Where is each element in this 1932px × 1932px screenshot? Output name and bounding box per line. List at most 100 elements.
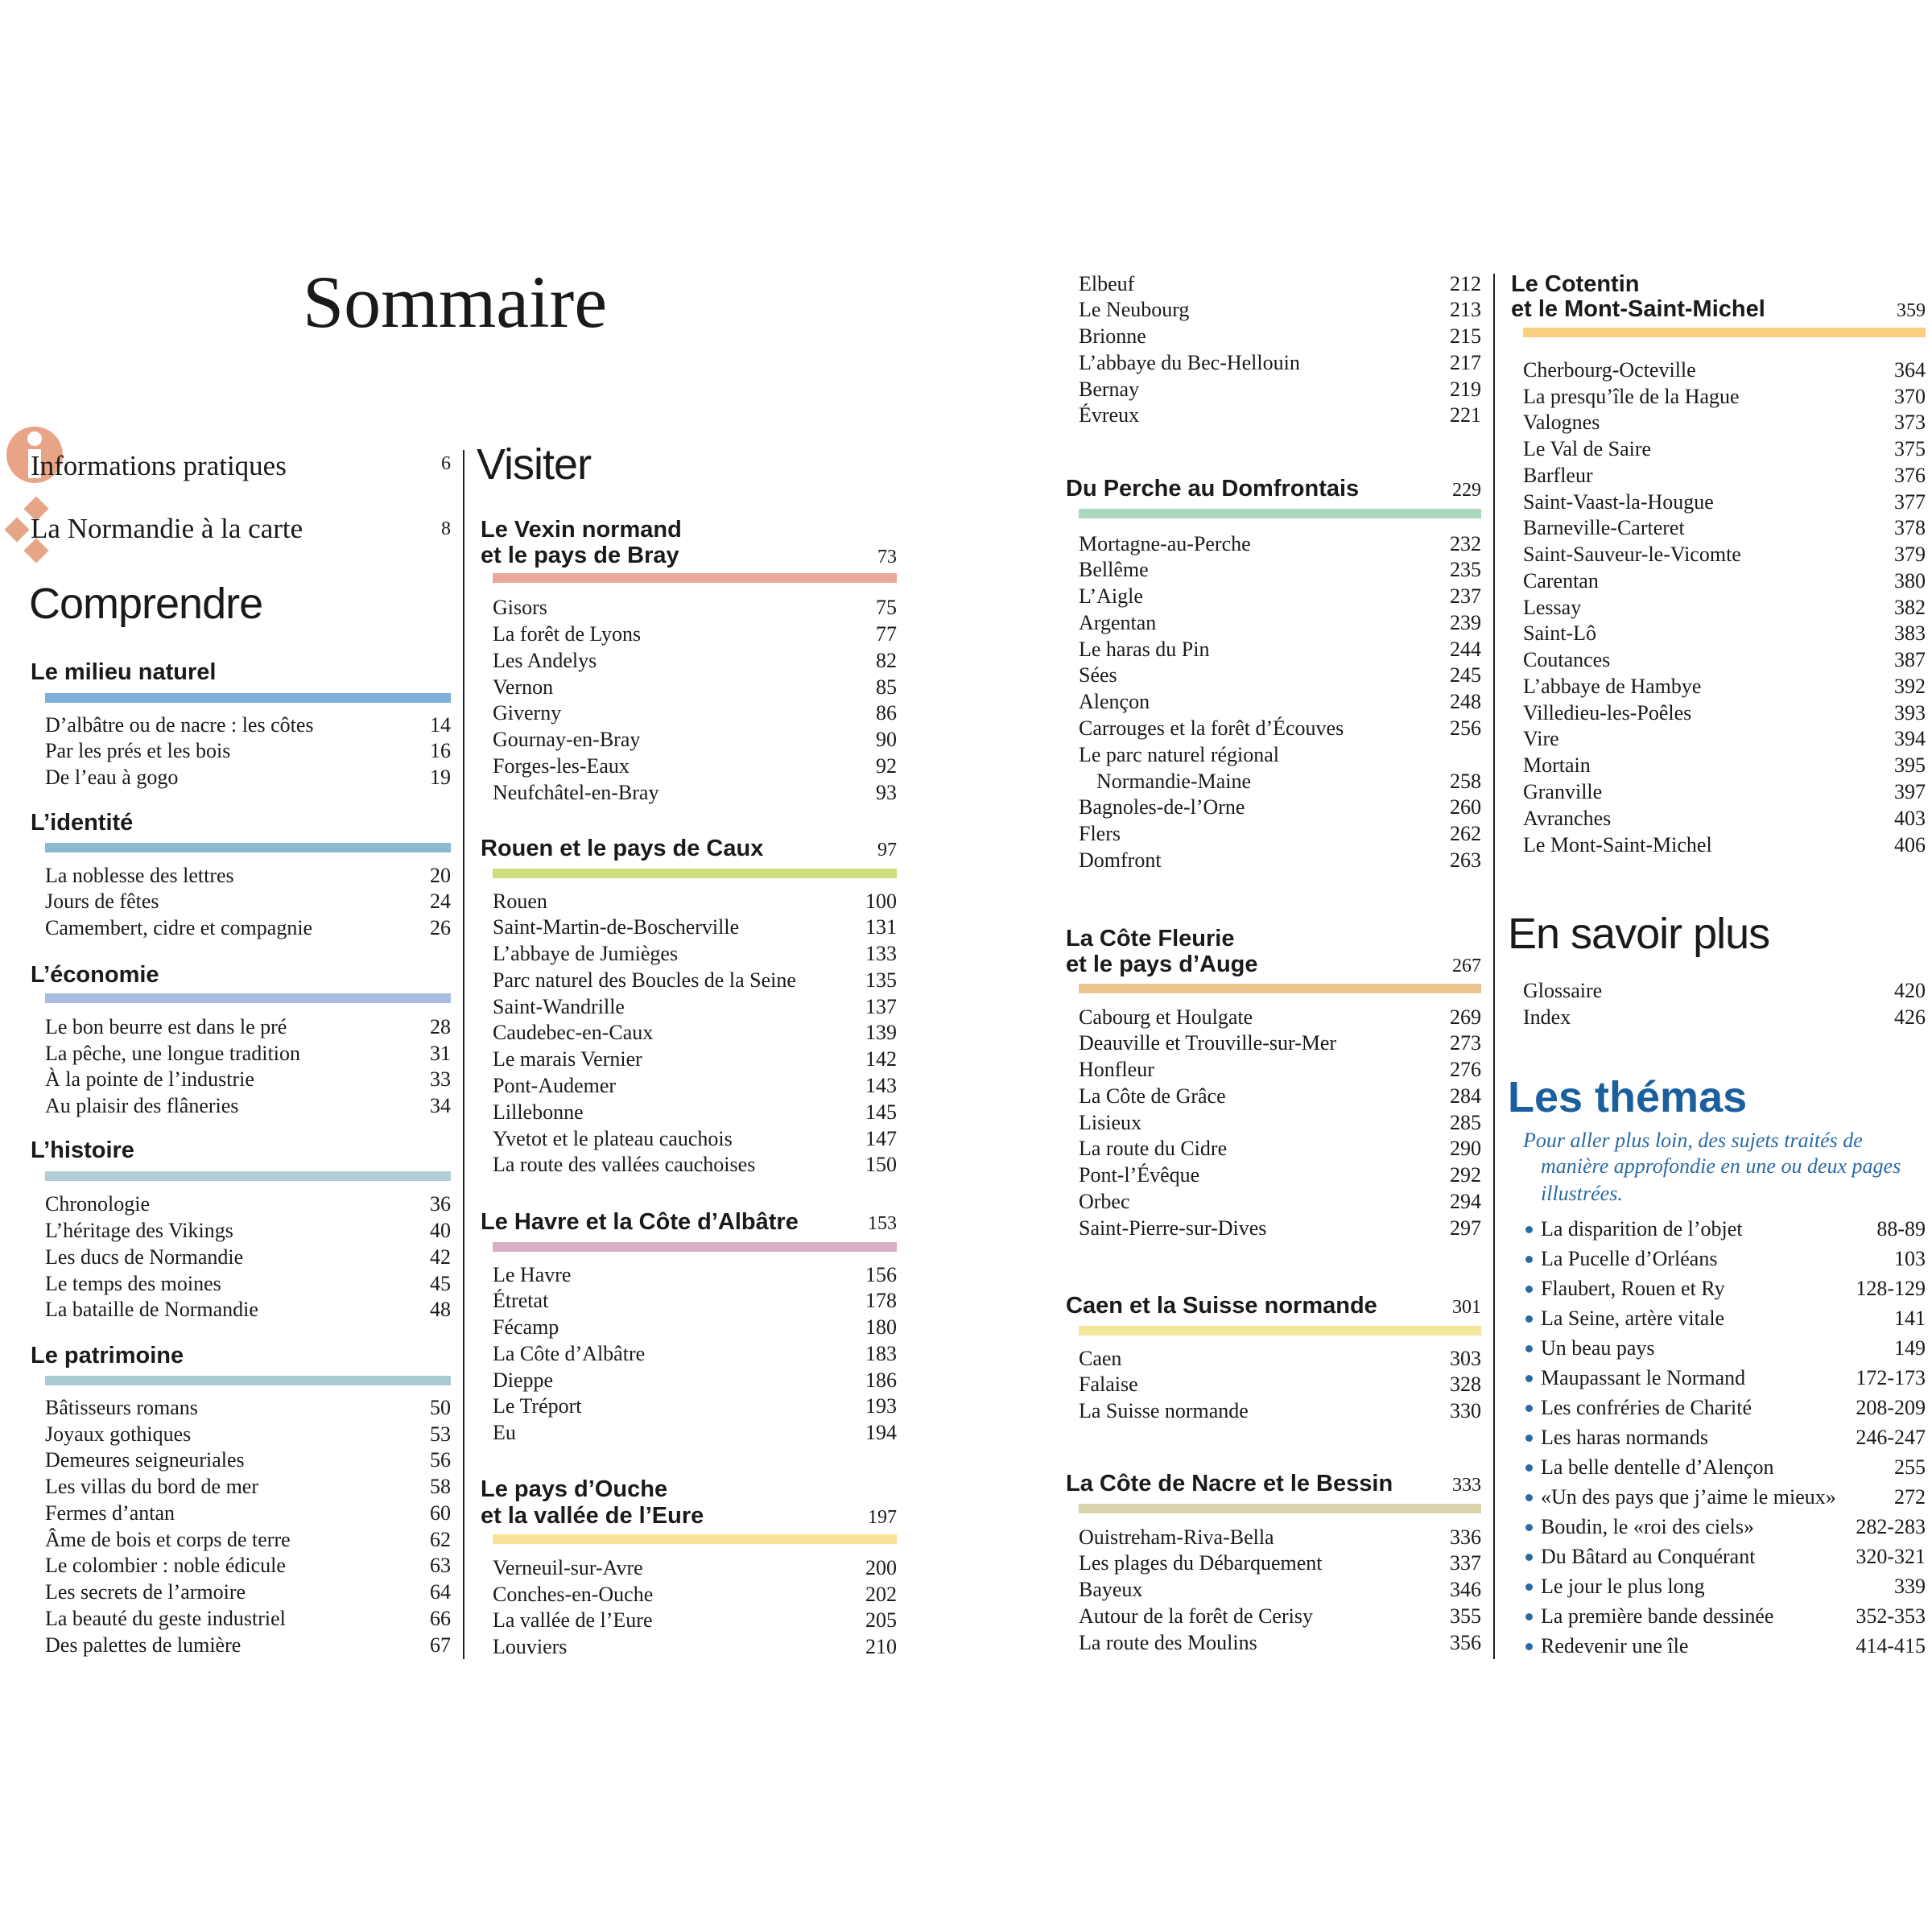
toc-entry[interactable]: Flers — [1079, 822, 1121, 846]
toc-entry[interactable]: Eu — [493, 1421, 516, 1445]
section-heading-vexin[interactable]: Le Vexin normand — [481, 516, 682, 543]
toc-entry[interactable]: Le Val de Saire — [1523, 437, 1652, 461]
section-heading-cotentin[interactable]: Le Cotentin — [1511, 271, 1640, 298]
toc-entry[interactable]: Le parc naturel régional — [1079, 742, 1280, 766]
section-heading-cote-fleurie[interactable]: et le pays d’Auge — [1066, 952, 1258, 978]
toc-entry[interactable]: Avranches — [1523, 806, 1612, 830]
section-heading-le-havre[interactable]: Le Havre et la Côte d’Albâtre — [481, 1209, 799, 1236]
toc-entry[interactable]: Argentan — [1079, 610, 1157, 634]
toc-entry[interactable]: Elbeuf — [1079, 271, 1135, 295]
toc-entry[interactable]: Les Andelys — [493, 648, 597, 672]
toc-entry[interactable]: Les ducs de Normandie — [45, 1245, 244, 1269]
toc-entry[interactable]: Barfleur — [1523, 463, 1593, 487]
toc-entry[interactable]: La bataille de Normandie — [45, 1298, 258, 1322]
thema-entry[interactable]: Du Bâtard au Conquérant — [1541, 1544, 1756, 1568]
toc-entry[interactable]: Bagnoles-de-l’Orne — [1079, 795, 1245, 819]
toc-entry[interactable]: Les plages du Débarquement — [1079, 1551, 1323, 1575]
toc-entry[interactable]: Barneville-Carteret — [1523, 516, 1685, 540]
toc-entry[interactable]: Lessay — [1523, 595, 1582, 619]
toc-entry[interactable]: Saint-Wandrille — [493, 994, 625, 1018]
toc-entry[interactable]: Bâtisseurs romans — [45, 1395, 198, 1419]
toc-entry[interactable]: Pont-Audemer — [493, 1074, 617, 1097]
toc-entry[interactable]: Par les prés et les bois — [45, 739, 231, 763]
toc-entry[interactable]: Le temps des moines — [45, 1271, 221, 1295]
toc-entry[interactable]: L’héritage des Vikings — [45, 1219, 233, 1243]
thema-entry[interactable]: Un beau pays — [1541, 1335, 1655, 1360]
toc-entry[interactable]: Pont-l’Évêque — [1079, 1163, 1200, 1187]
toc-entry[interactable]: Les secrets de l’armoire — [45, 1580, 246, 1604]
toc-entry[interactable]: Villedieu-les-Poêles — [1523, 700, 1692, 724]
toc-entry[interactable]: La vallée de l’Eure — [493, 1608, 653, 1633]
toc-entry[interactable]: Honfleur — [1079, 1058, 1154, 1082]
section-heading-perche[interactable]: Du Perche au Domfrontais — [1066, 476, 1360, 502]
toc-entry[interactable]: La pêche, une longue tradition — [45, 1041, 300, 1065]
toc-entry[interactable]: Autour de la forêt de Cerisy — [1079, 1604, 1313, 1628]
toc-entry[interactable]: Brionne — [1079, 324, 1146, 349]
toc-entry[interactable]: À la pointe de l’industrie — [45, 1067, 254, 1092]
toc-entry[interactable]: La presqu’île de la Hague — [1523, 384, 1740, 408]
toc-entry[interactable]: Gournay-en-Bray — [493, 728, 641, 752]
thema-entry[interactable]: Le jour le plus long — [1541, 1574, 1705, 1598]
toc-entry[interactable]: Jours de fêtes — [45, 890, 159, 914]
toc-entry[interactable]: Saint-Lô — [1523, 621, 1596, 646]
section-heading-cotentin[interactable]: et le Mont-Saint-Michel — [1511, 295, 1765, 322]
toc-entry[interactable]: Carentan — [1523, 568, 1599, 592]
toc-entry[interactable]: Valognes — [1523, 411, 1600, 435]
toc-entry[interactable]: Conches-en-Ouche — [493, 1582, 654, 1606]
toc-entry[interactable]: Lisieux — [1079, 1110, 1141, 1134]
thema-entry[interactable]: La Seine, artère vitale — [1541, 1306, 1725, 1330]
toc-entry[interactable]: La route des vallées cauchoises — [493, 1153, 756, 1177]
thema-entry[interactable]: Boudin, le «roi des ciels» — [1541, 1514, 1755, 1538]
toc-entry[interactable]: Ouistreham-Riva-Bella — [1079, 1525, 1274, 1549]
toc-entry[interactable]: Index — [1523, 1005, 1571, 1030]
section-heading-cote-fleurie[interactable]: La Côte Fleurie — [1066, 926, 1235, 952]
toc-entry[interactable]: Dieppe — [493, 1368, 554, 1392]
toc-entry[interactable]: Cherbourg-Octeville — [1523, 357, 1696, 382]
toc-entry[interactable]: Fermes d’antan — [45, 1501, 175, 1525]
toc-entry[interactable]: Le haras du Pin — [1079, 637, 1210, 661]
toc-entry[interactable]: Demeures seigneuriales — [45, 1448, 245, 1472]
toc-entry[interactable]: Les villas du bord de mer — [45, 1475, 258, 1499]
toc-entry[interactable]: D’albâtre ou de nacre : les côtes — [45, 712, 314, 737]
toc-entry[interactable]: Vire — [1523, 727, 1559, 751]
toc-entry[interactable]: Granville — [1523, 780, 1603, 803]
toc-entry[interactable]: La Côte de Grâce — [1079, 1084, 1226, 1108]
toc-entry-continuation[interactable]: Normandie-Maine — [1096, 769, 1252, 793]
toc-entry[interactable]: Bellême — [1079, 558, 1149, 582]
toc-entry[interactable]: L’abbaye du Bec-Hellouin — [1079, 350, 1300, 374]
toc-entry[interactable]: Le Havre — [493, 1262, 572, 1286]
toc-entry[interactable]: Parc naturel des Boucles de la Seine — [493, 968, 796, 992]
toc-entry[interactable]: Chronologie — [45, 1192, 150, 1216]
section-heading-rouen[interactable]: Rouen et le pays de Caux — [481, 836, 764, 862]
section-heading-milieu-naturel[interactable]: Le milieu naturel — [31, 659, 217, 686]
toc-entry[interactable]: Vernon — [493, 675, 554, 699]
toc-entry[interactable]: La route des Moulins — [1079, 1630, 1257, 1654]
top-link-informations-pratiques[interactable]: Informations pratiques — [31, 450, 287, 481]
section-heading-identite[interactable]: L’identité — [31, 810, 134, 836]
toc-entry[interactable]: Saint-Pierre-sur-Dives — [1079, 1216, 1267, 1240]
toc-entry[interactable]: Glossaire — [1523, 979, 1603, 1003]
toc-entry[interactable]: Caudebec-en-Caux — [493, 1021, 654, 1045]
section-heading-pays-ouche[interactable]: Le pays d’Ouche — [481, 1476, 668, 1503]
thema-entry[interactable]: «Un des pays que j’aime le mieux» — [1541, 1484, 1836, 1509]
top-link-normandie-carte[interactable]: La Normandie à la carte — [31, 513, 303, 544]
toc-entry[interactable]: Mortagne-au-Perche — [1079, 531, 1251, 555]
toc-entry[interactable]: Verneuil-sur-Avre — [493, 1555, 643, 1579]
toc-entry[interactable]: La noblesse des lettres — [45, 863, 234, 887]
section-heading-economie[interactable]: L’économie — [31, 961, 159, 988]
toc-entry[interactable]: Caen — [1079, 1346, 1122, 1370]
thema-entry[interactable]: La première bande dessinée — [1541, 1604, 1774, 1628]
thema-entry[interactable]: Flaubert, Rouen et Ry — [1541, 1276, 1725, 1300]
section-heading-cote-nacre[interactable]: La Côte de Nacre et le Bessin — [1066, 1470, 1393, 1496]
toc-entry[interactable]: Bayeux — [1079, 1578, 1143, 1602]
toc-entry[interactable]: L’abbaye de Hambye — [1523, 674, 1702, 698]
toc-entry[interactable]: De l’eau à gogo — [45, 766, 179, 790]
toc-entry[interactable]: Alençon — [1079, 690, 1150, 714]
toc-entry[interactable]: Rouen — [493, 889, 547, 913]
section-heading-vexin[interactable]: et le pays de Bray — [481, 542, 679, 568]
toc-entry[interactable]: Joyaux gothiques — [45, 1422, 192, 1446]
thema-entry[interactable]: La disparition de l’objet — [1541, 1216, 1743, 1241]
toc-entry[interactable]: Des palettes de lumière — [45, 1633, 242, 1657]
toc-entry[interactable]: Louviers — [493, 1635, 568, 1659]
toc-entry[interactable]: Évreux — [1079, 403, 1140, 427]
